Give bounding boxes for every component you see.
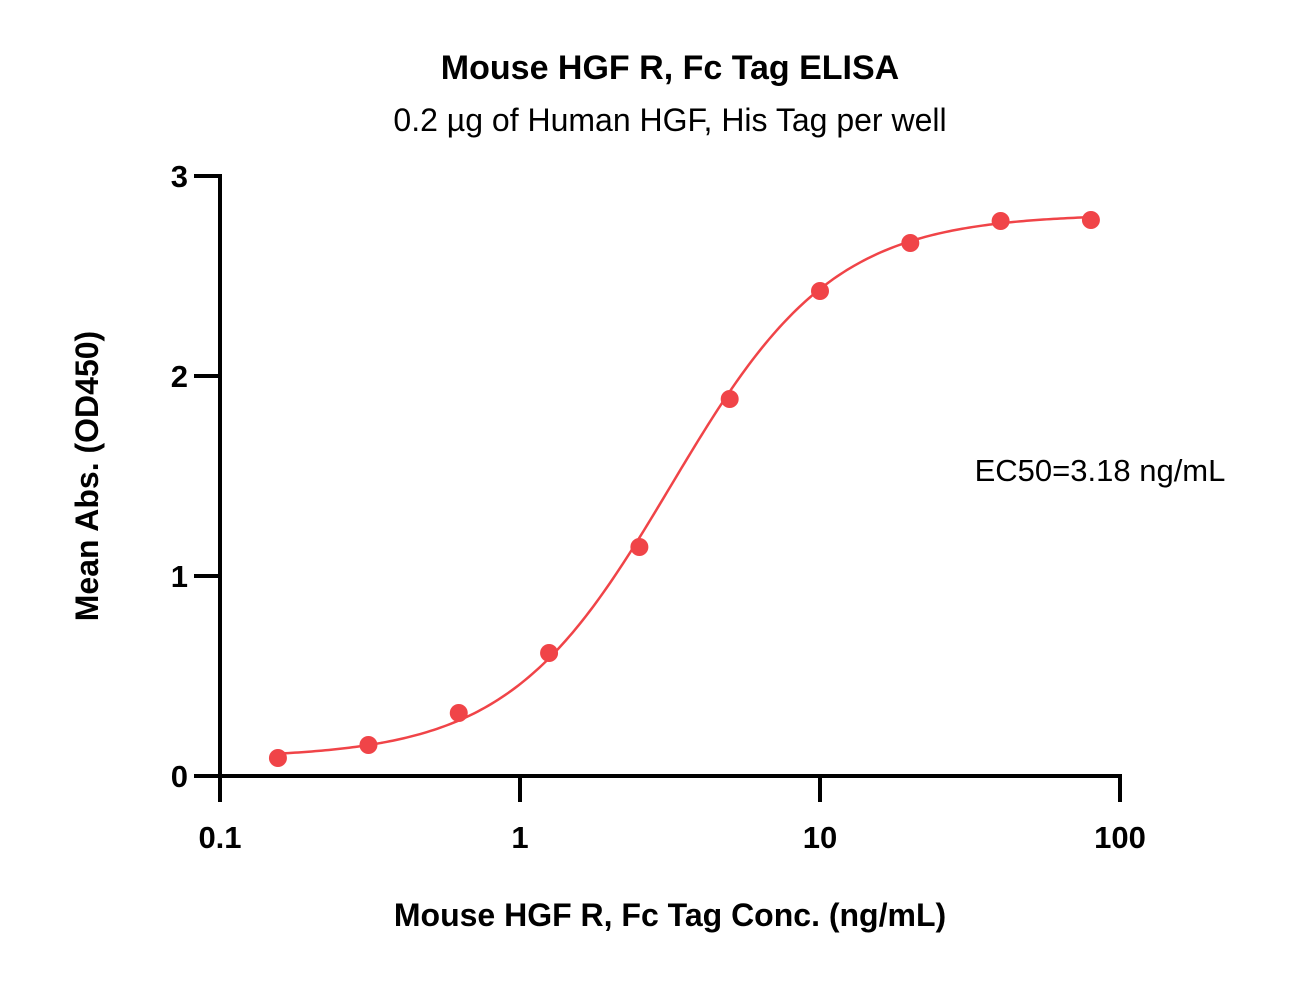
data-point bbox=[268, 749, 287, 767]
chart-title: Mouse HGF R, Fc Tag ELISA bbox=[441, 49, 899, 87]
fit-curve-layer bbox=[277, 215, 1091, 755]
y-tick-label: 2 bbox=[171, 359, 188, 394]
chart-subtitle: 0.2 µg of Human HGF, His Tag per well bbox=[393, 102, 946, 138]
x-tick-label: 0.1 bbox=[198, 820, 241, 855]
data-point bbox=[630, 538, 649, 556]
x-axis-label: Mouse HGF R, Fc Tag Conc. (ng/mL) bbox=[394, 897, 946, 933]
axes: 0 1 2 3 0.1 1 10 100 bbox=[171, 159, 1146, 855]
data-point bbox=[720, 390, 739, 408]
y-axis-label: Mean Abs. (OD450) bbox=[69, 331, 105, 621]
y-tick-label: 1 bbox=[171, 559, 188, 594]
data-point bbox=[811, 282, 829, 300]
data-points bbox=[268, 211, 1100, 767]
data-point bbox=[540, 644, 559, 662]
y-tick-label: 3 bbox=[171, 159, 188, 194]
fit-curve bbox=[277, 215, 1091, 755]
y-tick-label: 0 bbox=[171, 759, 188, 794]
data-point bbox=[449, 704, 468, 722]
data-point bbox=[901, 234, 920, 252]
data-point bbox=[359, 736, 378, 754]
data-point bbox=[1081, 211, 1100, 229]
x-tick-label: 10 bbox=[803, 820, 837, 855]
x-tick-label: 1 bbox=[511, 820, 528, 855]
data-point bbox=[991, 212, 1010, 230]
x-tick-label: 100 bbox=[1094, 820, 1146, 855]
ec50-annotation: EC50=3.18 ng/mL bbox=[975, 453, 1226, 488]
